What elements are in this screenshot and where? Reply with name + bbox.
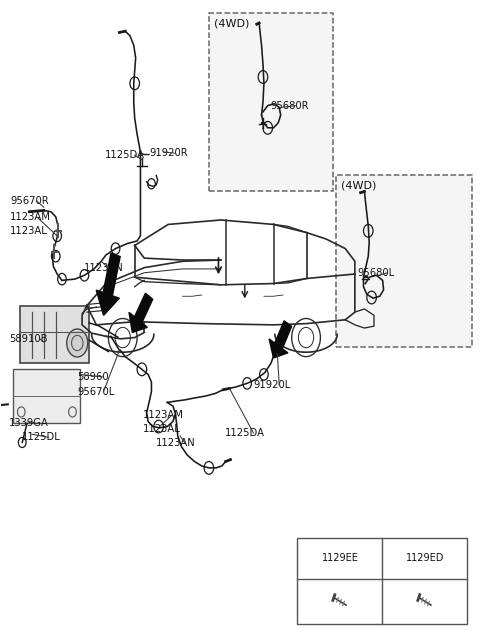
Text: 95670L: 95670L (77, 387, 115, 397)
Text: 1129EE: 1129EE (322, 554, 359, 563)
Text: 58910B: 58910B (9, 334, 48, 344)
Text: (4WD): (4WD) (340, 180, 376, 190)
Text: 91920R: 91920R (149, 148, 188, 158)
Text: (4WD): (4WD) (214, 18, 249, 29)
Text: 95680L: 95680L (357, 268, 395, 278)
Text: 1123AM: 1123AM (144, 410, 184, 420)
Text: 1339GA: 1339GA (9, 419, 49, 428)
Bar (336, 175, 472, 347)
Polygon shape (269, 321, 292, 358)
Text: 1125DA: 1125DA (225, 428, 264, 438)
Text: 1125DA: 1125DA (105, 150, 145, 160)
Bar (12, 369, 80, 424)
Text: 95680R: 95680R (270, 101, 309, 111)
Bar (20, 306, 89, 363)
Text: 1123AN: 1123AN (84, 262, 123, 273)
Text: 1123AN: 1123AN (156, 438, 196, 448)
Circle shape (67, 329, 88, 357)
Text: 1125DL: 1125DL (22, 433, 61, 442)
Text: 1129ED: 1129ED (406, 554, 444, 563)
Text: 1123AL: 1123AL (144, 424, 181, 434)
Polygon shape (96, 254, 120, 315)
Text: 91920L: 91920L (253, 380, 291, 390)
Polygon shape (129, 293, 153, 333)
Text: 1123AL: 1123AL (10, 225, 48, 236)
Text: 95670R: 95670R (10, 196, 49, 206)
Bar (298, 538, 468, 624)
Text: 1123AM: 1123AM (10, 211, 51, 222)
Bar (209, 13, 333, 191)
Text: 58960: 58960 (77, 372, 109, 382)
